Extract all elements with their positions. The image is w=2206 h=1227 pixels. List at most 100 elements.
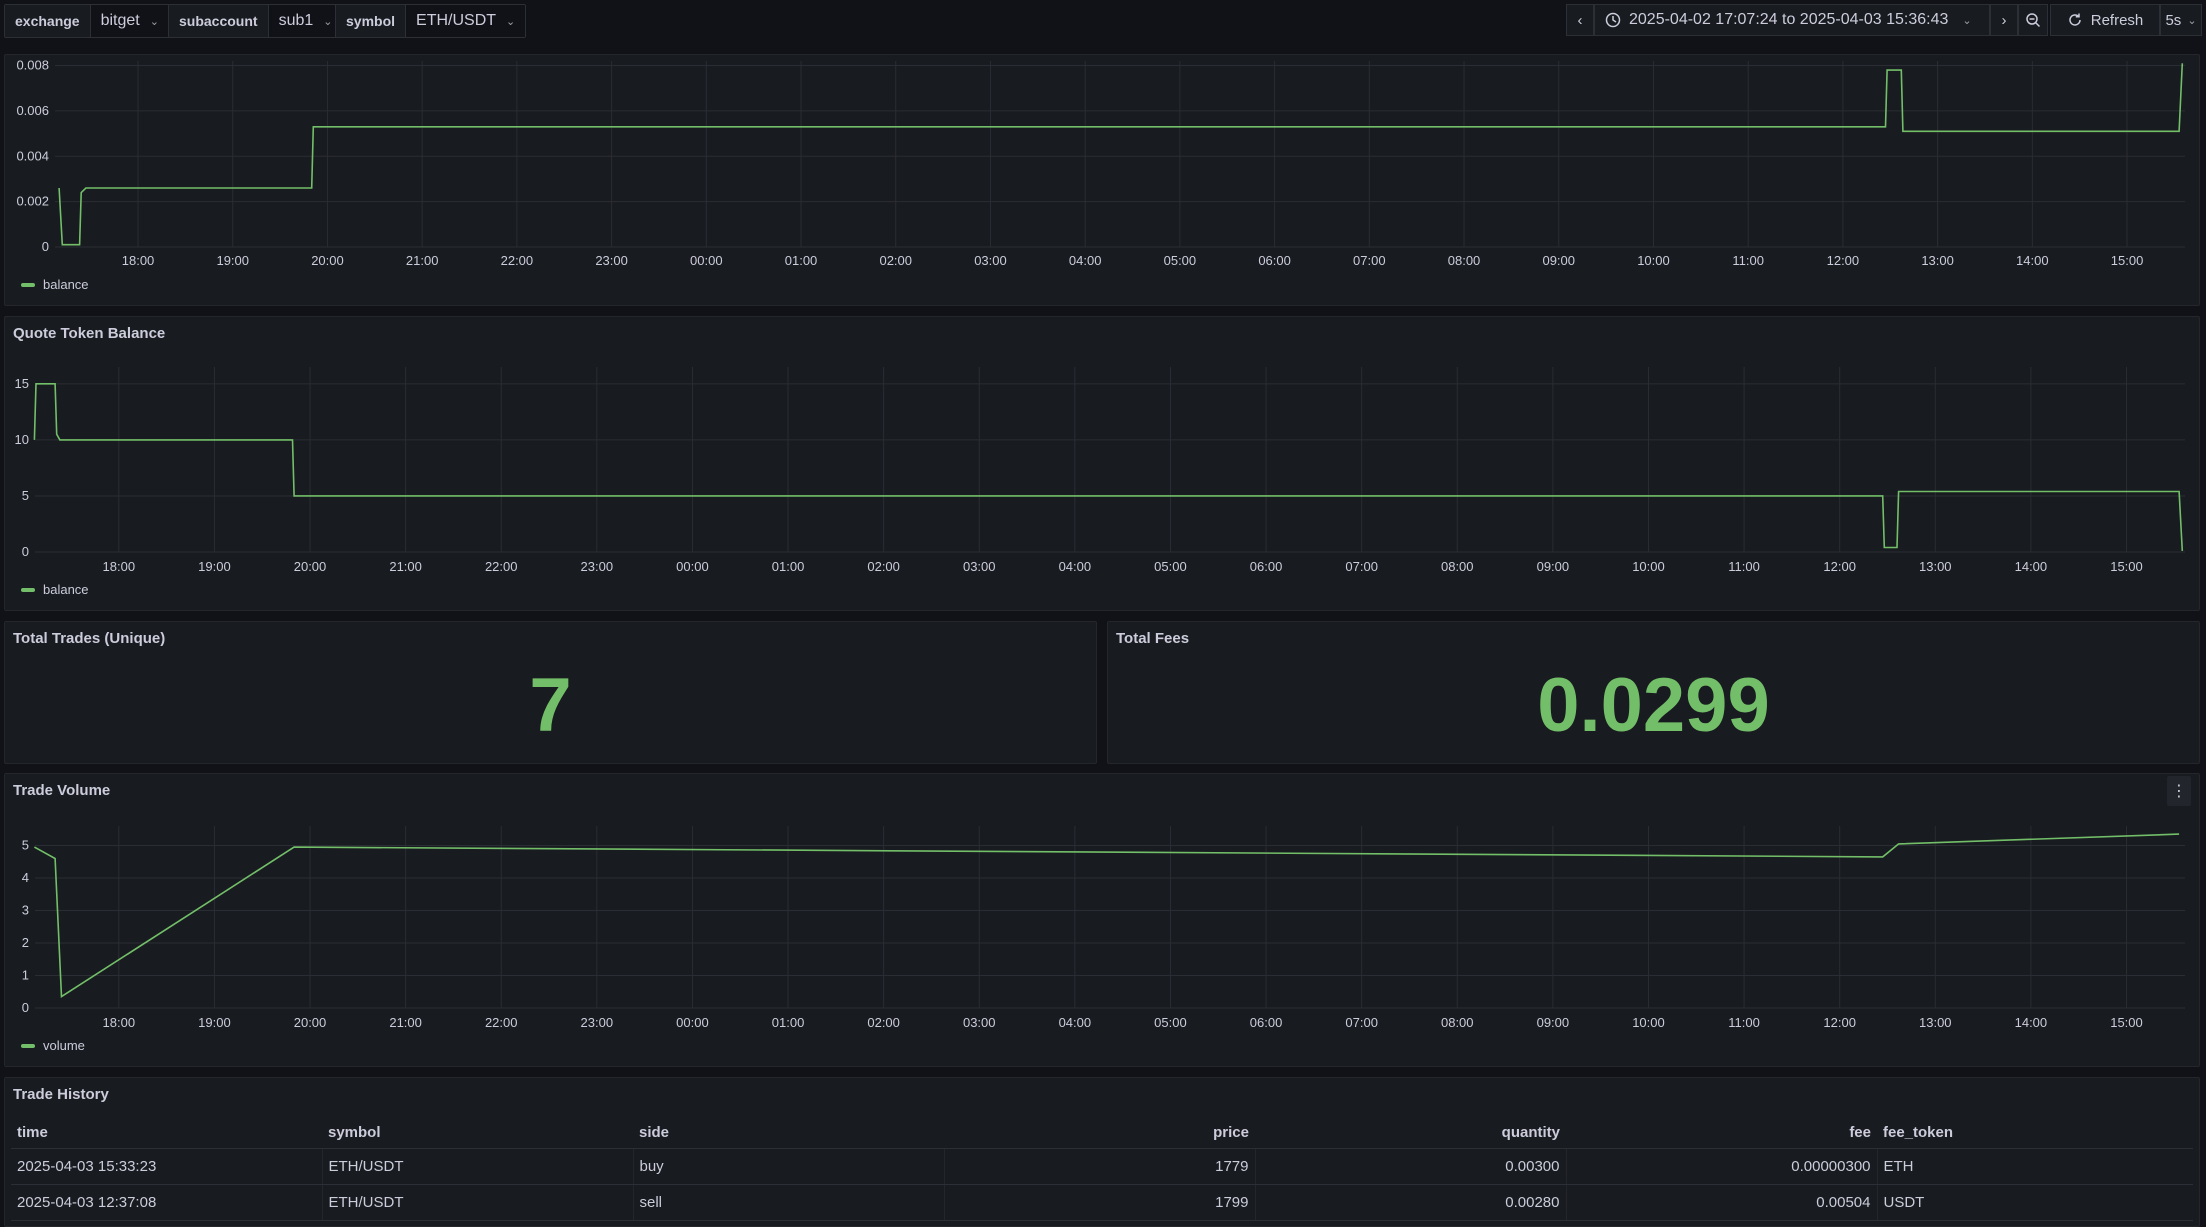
cell-price: 1779 bbox=[944, 1148, 1256, 1185]
x-tick-label: 14:00 bbox=[2016, 253, 2049, 268]
x-tick-label: 11:00 bbox=[1728, 1015, 1760, 1030]
cell-fee: 0.00504 bbox=[1566, 1184, 1878, 1221]
panel-title[interactable]: Trade History bbox=[13, 1086, 109, 1103]
x-tick-label: 23:00 bbox=[581, 1015, 614, 1030]
time-range-forward-button[interactable]: › bbox=[1990, 4, 2018, 36]
panel-title[interactable]: Trade Volume bbox=[13, 782, 111, 799]
x-tick-label: 19:00 bbox=[216, 253, 249, 268]
x-tick-label: 11:00 bbox=[1732, 253, 1764, 268]
chevron-down-icon: ⌄ bbox=[506, 15, 516, 28]
y-tick-label: 0.002 bbox=[16, 194, 49, 209]
y-tick-label: 5 bbox=[22, 838, 29, 853]
cell-symbol: ETH/USDT bbox=[322, 1184, 634, 1221]
y-tick-label: 0.006 bbox=[16, 103, 49, 118]
y-tick-label: 0 bbox=[42, 239, 49, 254]
y-tick-label: 0 bbox=[22, 1000, 29, 1015]
x-tick-label: 00:00 bbox=[690, 253, 723, 268]
kebab-menu-icon: ⋮ bbox=[2171, 783, 2187, 800]
legend-swatch bbox=[21, 282, 35, 287]
column-header-quantity[interactable]: quantity bbox=[1255, 1116, 1566, 1149]
x-tick-label: 21:00 bbox=[389, 1015, 422, 1030]
x-tick-label: 02:00 bbox=[867, 559, 900, 574]
y-tick-label: 0.004 bbox=[16, 148, 49, 163]
cell-symbol: ETH/USDT bbox=[322, 1148, 634, 1185]
stat-value: 7 bbox=[529, 663, 572, 748]
variable-select[interactable]: sub1 ⌄ bbox=[268, 5, 343, 37]
x-tick-label: 07:00 bbox=[1345, 559, 1378, 574]
x-tick-label: 09:00 bbox=[1537, 1015, 1570, 1030]
x-tick-label: 02:00 bbox=[867, 1015, 900, 1030]
x-tick-label: 19:00 bbox=[198, 1015, 231, 1030]
cell-side: sell bbox=[633, 1184, 945, 1221]
time-range-label: 2025-04-02 17:07:24 to 2025-04-03 15:36:… bbox=[1629, 11, 1949, 28]
chart-legend[interactable]: balance bbox=[21, 277, 89, 292]
zoom-out-button[interactable] bbox=[2018, 4, 2048, 36]
x-tick-label: 22:00 bbox=[485, 559, 518, 574]
column-header-time[interactable]: time bbox=[11, 1116, 322, 1149]
series-line-balance[interactable] bbox=[58, 63, 2184, 246]
table-row: 2025-04-03 12:37:08 ETH/USDT sell 1799 0… bbox=[11, 1184, 2193, 1221]
quote-balance-chart: 18:00 19:00 20:00 21:00 22:00 23:00 00:00 01:00… bbox=[15, 367, 2185, 574]
panel-title[interactable]: Total Trades (Unique) bbox=[13, 630, 166, 647]
y-tick-label: 10 bbox=[15, 432, 29, 447]
panel-title[interactable]: Total Fees bbox=[1116, 630, 1190, 647]
quote-balance-panel: Quote Token Balance 18:00 19:00 20:00 21:00… bbox=[4, 316, 2200, 611]
chevron-right-icon: › bbox=[2001, 11, 2007, 29]
cell-fee-token: USDT bbox=[1877, 1184, 2193, 1221]
time-range-picker[interactable]: 2025-04-02 17:07:24 to 2025-04-03 15:36:… bbox=[1594, 4, 1990, 36]
y-tick-label: 15 bbox=[15, 376, 29, 391]
time-range-back-button[interactable]: ‹ bbox=[1566, 4, 1594, 36]
column-header-fee-token[interactable]: fee_token bbox=[1877, 1116, 2193, 1149]
x-tick-label: 12:00 bbox=[1823, 1015, 1856, 1030]
x-tick-label: 19:00 bbox=[198, 559, 231, 574]
x-tick-label: 02:00 bbox=[879, 253, 912, 268]
y-tick-label: 1 bbox=[22, 968, 29, 983]
x-tick-label: 06:00 bbox=[1258, 253, 1291, 268]
y-tick-label: 4 bbox=[22, 870, 29, 885]
refresh-interval-picker[interactable]: 5s ⌄ bbox=[2160, 4, 2202, 36]
panel-menu-button[interactable]: ⋮ bbox=[2167, 776, 2191, 806]
legend-swatch bbox=[21, 1043, 35, 1048]
panel-title[interactable]: Quote Token Balance bbox=[13, 325, 166, 342]
x-tick-label: 07:00 bbox=[1353, 253, 1386, 268]
chart-legend[interactable]: balance bbox=[21, 582, 89, 597]
x-tick-label: 18:00 bbox=[122, 253, 155, 268]
x-tick-label: 08:00 bbox=[1441, 559, 1474, 574]
x-tick-label: 03:00 bbox=[963, 559, 996, 574]
series-line-volume[interactable] bbox=[34, 833, 2180, 999]
x-tick-label: 11:00 bbox=[1728, 559, 1760, 574]
chevron-down-icon: ⌄ bbox=[323, 15, 333, 28]
variable-select[interactable]: bitget ⌄ bbox=[90, 5, 169, 37]
variable-subaccount[interactable]: subaccount sub1 ⌄ bbox=[168, 4, 344, 38]
x-tick-label: 14:00 bbox=[2015, 1015, 2048, 1030]
x-tick-label: 21:00 bbox=[389, 559, 422, 574]
table-header-row: time symbol side price quantity fee fee_… bbox=[11, 1116, 2193, 1149]
column-header-side[interactable]: side bbox=[633, 1116, 944, 1149]
x-tick-label: 01:00 bbox=[785, 253, 818, 268]
series-line-balance[interactable] bbox=[33, 383, 2184, 551]
cell-side: buy bbox=[633, 1148, 945, 1185]
x-tick-label: 13:00 bbox=[1919, 559, 1952, 574]
x-tick-label: 00:00 bbox=[676, 559, 709, 574]
legend-label: volume bbox=[43, 1038, 85, 1053]
column-header-price[interactable]: price bbox=[944, 1116, 1255, 1149]
y-tick-label: 5 bbox=[22, 488, 29, 503]
variable-label: symbol bbox=[336, 5, 407, 37]
x-tick-label: 01:00 bbox=[772, 559, 805, 574]
variable-symbol[interactable]: symbol ETH/USDT ⌄ bbox=[335, 4, 527, 38]
column-header-fee[interactable]: fee bbox=[1566, 1116, 1877, 1149]
x-tick-label: 09:00 bbox=[1537, 559, 1570, 574]
legend-label: balance bbox=[43, 582, 89, 597]
column-header-symbol[interactable]: symbol bbox=[322, 1116, 633, 1149]
x-tick-label: 05:00 bbox=[1164, 253, 1197, 268]
trade-volume-chart: 18:00 19:00 20:00 21:00 22:00 23:00 00:00 01:00… bbox=[22, 826, 2185, 1030]
chart-legend[interactable]: volume bbox=[21, 1038, 85, 1053]
table-row: 2025-04-03 15:33:23 ETH/USDT buy 1779 0.… bbox=[11, 1148, 2193, 1185]
base-balance-chart: 18:00 19:00 20:00 21:00 22:00 23:00 00:00 01:00… bbox=[16, 58, 2185, 268]
refresh-button[interactable]: Refresh bbox=[2050, 4, 2160, 36]
x-tick-label: 10:00 bbox=[1637, 253, 1670, 268]
variable-select[interactable]: ETH/USDT ⌄ bbox=[406, 5, 526, 37]
clock-icon bbox=[1605, 12, 1621, 28]
cell-quantity: 0.00280 bbox=[1255, 1184, 1567, 1221]
variable-exchange[interactable]: exchange bitget ⌄ bbox=[4, 4, 170, 38]
